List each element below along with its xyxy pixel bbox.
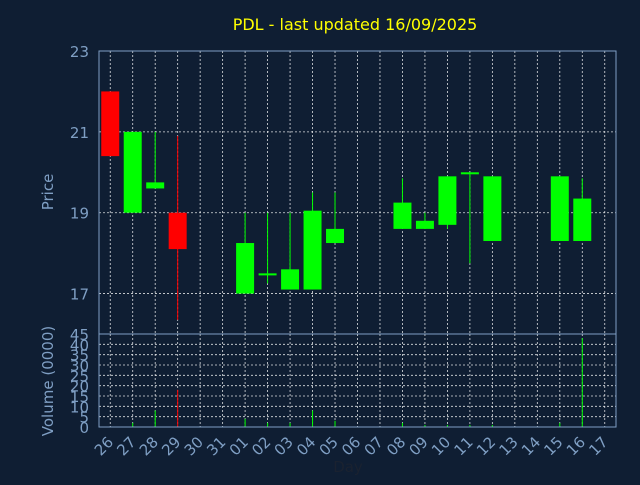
candle-body	[460, 172, 479, 175]
volume-tick-label: 5	[79, 409, 89, 427]
volume-tick-label: 30	[70, 357, 89, 375]
chart-title: PDL - last updated 16/09/2025	[233, 15, 478, 34]
volume-tick-label: 35	[70, 347, 89, 365]
x-tick-labels: 2627282930310102030405060708091011121314…	[91, 433, 612, 459]
price-tick-label: 21	[70, 124, 89, 142]
candle-body	[438, 176, 457, 225]
candle-body	[146, 182, 165, 189]
candles	[101, 91, 592, 320]
volume-axis-label: Volume (0000)	[39, 326, 57, 436]
candle-body	[393, 202, 412, 229]
volume-bars	[132, 338, 583, 427]
volume-tick-label: 40	[70, 336, 89, 354]
price-grid	[99, 50, 616, 334]
candle-body	[123, 131, 142, 213]
volume-tick-label: 15	[70, 388, 89, 406]
x-tick-label: 17	[585, 433, 611, 459]
price-tick-labels: 17 19 21 23	[70, 43, 89, 304]
price-tick-label: 17	[70, 286, 89, 304]
candle-body	[550, 176, 569, 242]
candle-body	[258, 273, 277, 276]
candle-body	[236, 243, 255, 294]
candle-body	[483, 176, 502, 242]
candle-body	[168, 212, 187, 250]
volume-tick-label: 25	[70, 367, 89, 385]
price-tick-label: 19	[70, 205, 89, 223]
candle-body	[101, 91, 120, 157]
volume-tick-label: 10	[70, 398, 89, 416]
candle-body	[415, 220, 434, 229]
price-tick-label: 23	[70, 43, 89, 61]
volume-grid	[99, 333, 616, 428]
candle-body	[573, 198, 592, 242]
candle-body	[281, 269, 300, 290]
volume-panel-frame	[98, 333, 617, 428]
volume-tick-label: 45	[70, 326, 89, 344]
candle-body	[326, 228, 345, 244]
volume-tick-label: 0	[79, 419, 89, 437]
candle-body	[303, 210, 322, 290]
price-axis-label: Price	[39, 174, 57, 211]
x-axis-label: Day	[333, 458, 363, 476]
volume-tick-label: 20	[70, 378, 89, 396]
